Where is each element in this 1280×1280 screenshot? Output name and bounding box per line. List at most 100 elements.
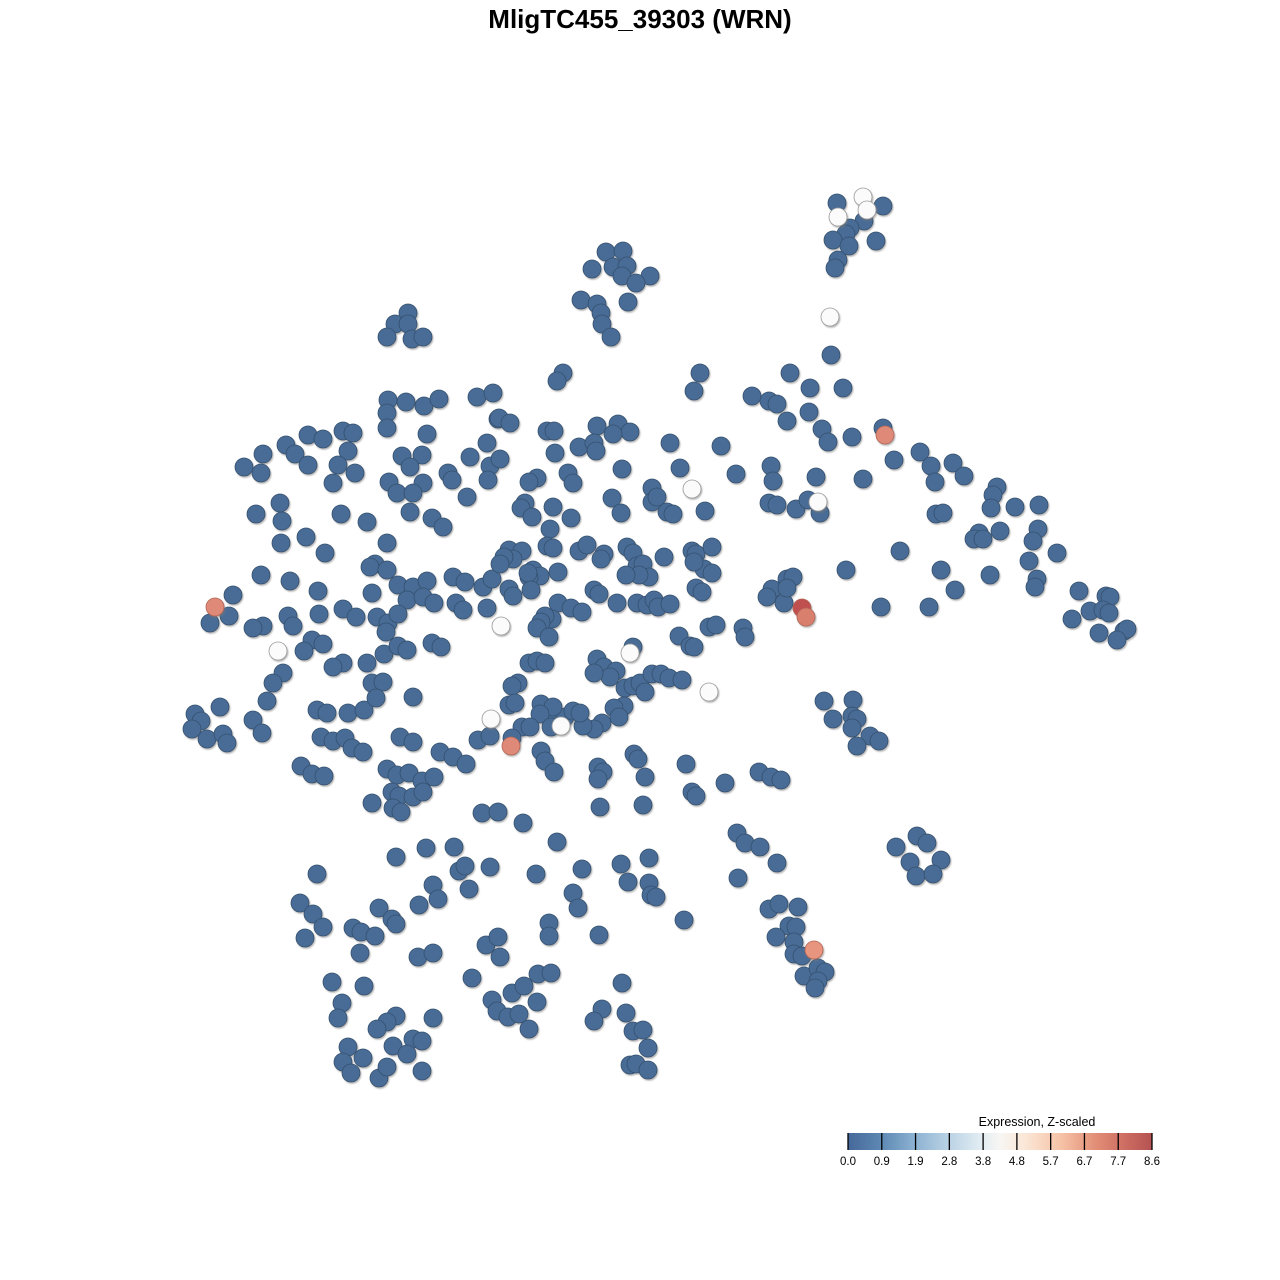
data-point xyxy=(702,563,722,583)
data-point xyxy=(833,378,853,398)
data-point xyxy=(684,381,704,401)
data-point xyxy=(973,529,993,549)
data-point xyxy=(387,483,407,503)
data-point xyxy=(369,898,389,918)
data-point xyxy=(682,479,702,499)
data-point xyxy=(711,436,731,456)
data-point xyxy=(366,688,386,708)
data-point xyxy=(684,637,704,657)
data-point xyxy=(353,742,373,762)
data-point xyxy=(1025,577,1045,597)
data-point xyxy=(219,606,239,626)
data-point xyxy=(433,517,453,537)
data-point xyxy=(674,910,694,930)
data-point xyxy=(518,563,538,583)
data-point xyxy=(457,487,477,507)
data-point xyxy=(377,327,397,347)
data-point xyxy=(386,914,406,934)
data-point xyxy=(500,413,520,433)
data-point xyxy=(568,898,588,918)
data-point xyxy=(544,762,564,782)
data-point xyxy=(263,673,283,693)
data-point xyxy=(488,802,508,822)
data-point xyxy=(271,533,291,553)
data-point xyxy=(459,879,479,899)
colorbar-tick-label: 1.9 xyxy=(908,1156,924,1168)
data-point xyxy=(377,533,397,553)
data-point xyxy=(354,976,374,996)
data-point xyxy=(799,402,819,422)
data-point xyxy=(328,1008,348,1028)
data-point xyxy=(290,893,310,913)
data-point xyxy=(571,290,591,310)
data-point xyxy=(257,691,277,711)
colorbar-tick-label: 7.7 xyxy=(1110,1156,1126,1168)
data-point xyxy=(217,733,237,753)
data-point xyxy=(635,767,655,787)
data-point xyxy=(391,802,411,822)
data-point xyxy=(806,467,826,487)
data-point xyxy=(526,864,546,884)
data-point xyxy=(931,850,951,870)
data-point xyxy=(586,441,606,461)
data-point xyxy=(513,813,533,833)
data-point xyxy=(886,837,906,857)
data-point xyxy=(931,560,951,580)
data-point xyxy=(767,853,787,873)
data-point xyxy=(690,363,710,383)
data-point xyxy=(954,466,974,486)
data-point xyxy=(869,731,889,751)
data-point xyxy=(403,483,423,503)
data-point xyxy=(612,459,632,479)
data-point xyxy=(635,682,655,702)
data-point xyxy=(400,457,420,477)
data-point xyxy=(396,392,416,412)
data-point xyxy=(601,327,621,347)
data-point xyxy=(413,782,433,802)
data-point xyxy=(589,925,609,945)
data-point xyxy=(490,947,510,967)
data-point xyxy=(453,600,473,620)
data-point xyxy=(842,718,862,738)
colorbar-tick-label: 0.9 xyxy=(874,1156,890,1168)
data-point xyxy=(403,732,423,752)
data-point xyxy=(383,1036,403,1056)
data-point xyxy=(728,868,748,888)
series-cells-high-expression xyxy=(205,425,895,960)
data-point xyxy=(825,258,845,278)
data-point xyxy=(672,670,692,690)
data-point xyxy=(646,887,666,907)
data-point xyxy=(488,927,508,947)
data-point xyxy=(633,1020,653,1040)
data-point xyxy=(570,703,590,723)
data-point xyxy=(547,832,567,852)
data-point xyxy=(1107,630,1127,650)
data-point xyxy=(412,1061,432,1081)
data-point xyxy=(548,562,568,582)
data-point xyxy=(757,587,777,607)
data-point xyxy=(501,736,521,756)
data-point xyxy=(551,716,571,736)
data-point xyxy=(695,501,715,521)
data-point xyxy=(990,521,1010,541)
data-point xyxy=(377,560,397,580)
colorbar-legend: Expression, Z-scaled 0.0 0.9 1.9 2.8 3.8 4.8 5… xyxy=(840,1115,1160,1168)
data-point xyxy=(670,458,690,478)
data-point xyxy=(541,963,561,983)
data-point xyxy=(847,736,867,756)
data-point xyxy=(357,653,377,673)
data-point xyxy=(843,690,863,710)
data-point xyxy=(338,703,358,723)
data-point xyxy=(296,527,316,547)
data-point xyxy=(519,1019,539,1039)
data-point xyxy=(767,394,787,414)
data-point xyxy=(431,637,451,657)
data-point xyxy=(374,644,394,664)
data-point xyxy=(467,387,487,407)
data-point xyxy=(750,837,770,857)
data-point xyxy=(365,926,385,946)
data-point xyxy=(223,585,243,605)
data-point xyxy=(509,1004,529,1024)
data-point xyxy=(616,565,636,585)
data-point xyxy=(777,578,797,598)
